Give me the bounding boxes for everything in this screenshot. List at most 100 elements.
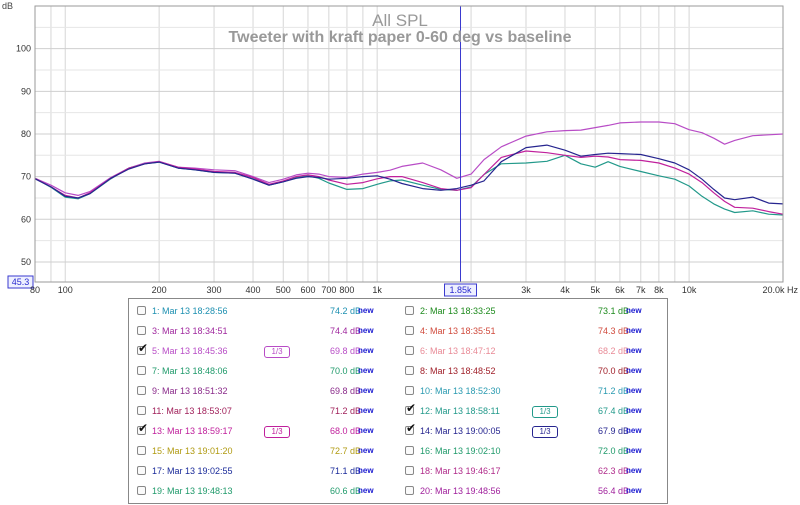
x-tick-label: 8k bbox=[654, 285, 664, 295]
measurement-name[interactable]: 17: Mar 13 19:02:55 bbox=[152, 466, 233, 476]
new-link[interactable]: new bbox=[358, 486, 374, 495]
measurement-name[interactable]: 12: Mar 13 18:58:11 bbox=[420, 406, 500, 416]
cursor-x-readout-box bbox=[444, 283, 478, 297]
measurement-name[interactable]: 7: Mar 13 18:48:06 bbox=[152, 366, 228, 376]
measurement-name[interactable]: 15: Mar 13 19:01:20 bbox=[152, 446, 233, 456]
smoothing-badge[interactable]: 1/3 bbox=[264, 426, 290, 438]
measurement-value: 73.1 dB bbox=[597, 306, 629, 316]
measurement-checkbox[interactable] bbox=[405, 386, 414, 395]
new-link[interactable]: new bbox=[626, 486, 642, 495]
measurement-name[interactable]: 5: Mar 13 18:45:36 bbox=[152, 346, 228, 356]
measurement-value: 74.4 dB bbox=[329, 326, 361, 336]
measurement-value: 72.7 dB bbox=[329, 446, 361, 456]
new-link[interactable]: new bbox=[358, 386, 374, 395]
new-link[interactable]: new bbox=[626, 386, 642, 395]
measurement-name[interactable]: 16: Mar 13 19:02:10 bbox=[420, 446, 501, 456]
smoothing-badge[interactable]: 1/3 bbox=[532, 406, 558, 418]
measurement-value: 67.4 dB bbox=[597, 406, 629, 416]
measurement-name[interactable]: 18: Mar 13 19:46:17 bbox=[420, 466, 501, 476]
new-link[interactable]: new bbox=[358, 406, 374, 415]
checkmark-icon: ✔ bbox=[406, 401, 417, 415]
measurement-value: 60.6 dB bbox=[329, 486, 361, 496]
chart-title: All SPL bbox=[372, 11, 428, 30]
measurement-value: 70.0 dB bbox=[329, 366, 361, 376]
new-link[interactable]: new bbox=[358, 326, 374, 335]
legend-entry: 8: Mar 13 18:48:52 70.0 dB new bbox=[397, 362, 665, 380]
measurement-checkbox[interactable] bbox=[137, 306, 146, 315]
measurement-checkbox[interactable] bbox=[137, 466, 146, 475]
measurement-value: 74.3 dB bbox=[597, 326, 629, 336]
new-link[interactable]: new bbox=[626, 406, 642, 415]
new-link[interactable]: new bbox=[358, 346, 374, 355]
cursor-y-readout-box bbox=[7, 275, 34, 289]
measurement-name[interactable]: 4: Mar 13 18:35:51 bbox=[420, 326, 496, 336]
measurement-name[interactable]: 6: Mar 13 18:47:12 bbox=[420, 346, 496, 356]
y-tick-label: 70 bbox=[21, 172, 31, 182]
x-tick-label: 400 bbox=[246, 285, 261, 295]
measurement-checkbox[interactable] bbox=[405, 366, 414, 375]
measurement-checkbox[interactable] bbox=[405, 446, 414, 455]
measurement-checkbox[interactable]: ✔ bbox=[405, 422, 416, 435]
new-link[interactable]: new bbox=[358, 466, 374, 475]
measurement-name[interactable]: 19: Mar 13 19:48:13 bbox=[152, 486, 233, 496]
new-link[interactable]: new bbox=[626, 306, 642, 315]
new-link[interactable]: new bbox=[358, 426, 374, 435]
smoothing-badge[interactable]: 1/3 bbox=[264, 346, 290, 358]
x-tick-label: 20.0k Hz bbox=[762, 285, 798, 295]
measurement-checkbox[interactable] bbox=[137, 406, 146, 415]
measurement-name[interactable]: 9: Mar 13 18:51:32 bbox=[152, 386, 228, 396]
measurement-name[interactable]: 14: Mar 13 19:00:05 bbox=[420, 426, 501, 436]
x-tick-label: 10k bbox=[682, 285, 697, 295]
new-link[interactable]: new bbox=[626, 326, 642, 335]
measurement-value: 68.0 dB bbox=[329, 426, 361, 436]
y-tick-label: 100 bbox=[16, 44, 31, 54]
legend-row: 3: Mar 13 18:34:51 74.4 dB new 4: Mar 13 18… bbox=[129, 322, 667, 340]
measurement-checkbox[interactable] bbox=[405, 326, 414, 335]
measurement-name[interactable]: 3: Mar 13 18:34:51 bbox=[152, 326, 228, 336]
x-tick-label: 5k bbox=[590, 285, 600, 295]
measurement-value: 68.2 dB bbox=[597, 346, 629, 356]
measurement-checkbox[interactable] bbox=[137, 486, 146, 495]
new-link[interactable]: new bbox=[626, 346, 642, 355]
measurement-checkbox[interactable] bbox=[137, 326, 146, 335]
y-tick-label: 90 bbox=[21, 86, 31, 96]
new-link[interactable]: new bbox=[358, 446, 374, 455]
legend-entry: 17: Mar 13 19:02:55 71.1 dB new bbox=[129, 462, 397, 480]
measurement-checkbox[interactable] bbox=[405, 346, 414, 355]
new-link[interactable]: new bbox=[626, 446, 642, 455]
measurement-checkbox[interactable]: ✔ bbox=[405, 402, 416, 415]
measurement-checkbox[interactable] bbox=[137, 446, 146, 455]
legend-row: 9: Mar 13 18:51:32 69.8 dB new 10: Mar 13 1… bbox=[129, 382, 667, 400]
x-tick-label: 7k bbox=[636, 285, 646, 295]
measurement-name[interactable]: 8: Mar 13 18:48:52 bbox=[420, 366, 496, 376]
measurement-name[interactable]: 1: Mar 13 18:28:56 bbox=[152, 306, 228, 316]
measurement-checkbox[interactable] bbox=[137, 366, 146, 375]
x-tick-label: 3k bbox=[521, 285, 531, 295]
measurement-name[interactable]: 2: Mar 13 18:33:25 bbox=[420, 306, 496, 316]
legend-entry: 9: Mar 13 18:51:32 69.8 dB new bbox=[129, 382, 397, 400]
measurement-name[interactable]: 20: Mar 13 19:48:56 bbox=[420, 486, 501, 496]
measurement-name[interactable]: 11: Mar 13 18:53:07 bbox=[152, 406, 232, 416]
measurement-checkbox[interactable] bbox=[137, 386, 146, 395]
legend-entry: 3: Mar 13 18:34:51 74.4 dB new bbox=[129, 322, 397, 340]
new-link[interactable]: new bbox=[626, 366, 642, 375]
measurement-checkbox[interactable] bbox=[405, 306, 414, 315]
measurement-checkbox[interactable]: ✔ bbox=[137, 342, 148, 355]
y-tick-label: 60 bbox=[21, 214, 31, 224]
measurement-name[interactable]: 10: Mar 13 18:52:30 bbox=[420, 386, 501, 396]
new-link[interactable]: new bbox=[358, 306, 374, 315]
new-link[interactable]: new bbox=[626, 466, 642, 475]
spl-chart[interactable]: 45.3 1.85k 50 60 70 80 90 100 80 100 200 300 400 500… bbox=[0, 0, 800, 300]
measurement-checkbox[interactable] bbox=[405, 486, 414, 495]
new-link[interactable]: new bbox=[626, 426, 642, 435]
measurement-value: 71.1 dB bbox=[329, 466, 361, 476]
measurement-name[interactable]: 13: Mar 13 18:59:17 bbox=[152, 426, 233, 436]
x-tick-label: 200 bbox=[152, 285, 167, 295]
measurement-checkbox[interactable]: ✔ bbox=[137, 422, 148, 435]
measurement-checkbox[interactable] bbox=[405, 466, 414, 475]
new-link[interactable]: new bbox=[358, 366, 374, 375]
chart-subtitle: Tweeter with kraft paper 0-60 deg vs bas… bbox=[229, 29, 572, 46]
legend-entry: ✔ 12: Mar 13 18:58:11 1/3 67.4 dB new bbox=[397, 402, 665, 420]
legend-entry: 15: Mar 13 19:01:20 72.7 dB new bbox=[129, 442, 397, 460]
smoothing-badge[interactable]: 1/3 bbox=[532, 426, 558, 438]
